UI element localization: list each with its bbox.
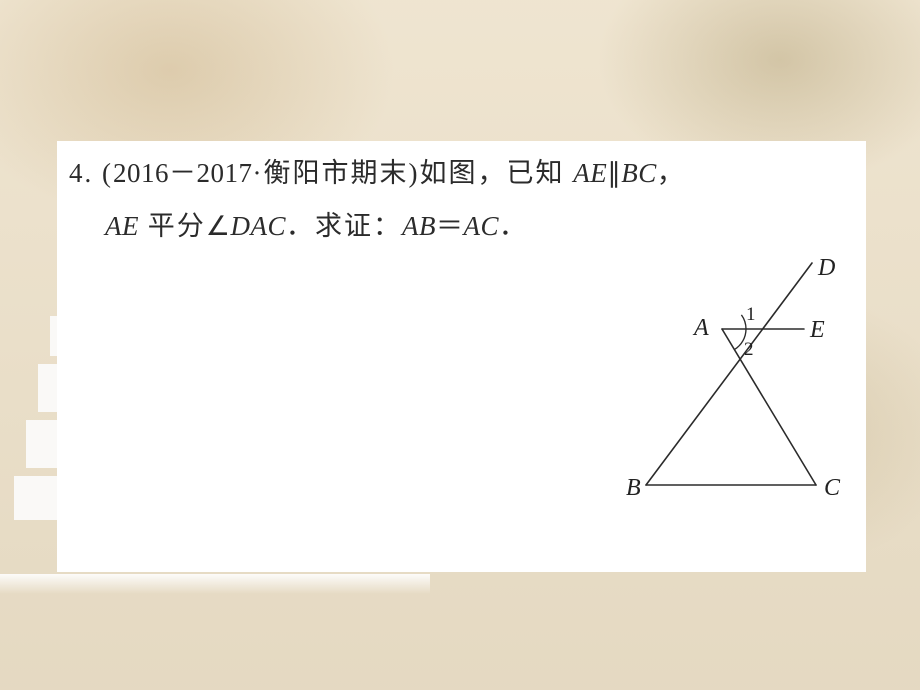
source-open: ( <box>102 158 113 188</box>
problem-card: 4. (2016－2017·衡阳市期末)如图，已知 AE∥BC， AE 平分∠D… <box>57 141 866 572</box>
source-name: 衡阳市期末 <box>264 158 409 188</box>
svg-text:2: 2 <box>744 339 754 360</box>
period-1: ． <box>286 211 315 241</box>
bisect-word: 平分 <box>139 211 206 241</box>
svg-text:B: B <box>626 475 641 501</box>
geometry-diagram: A B C D E 1 2 <box>626 257 846 517</box>
parallel-right: BC <box>621 158 657 188</box>
year-range: 2016－2017 <box>113 158 253 188</box>
angle-name: DAC <box>230 211 286 241</box>
svg-text:A: A <box>692 315 709 341</box>
svg-text:1: 1 <box>746 304 756 325</box>
source-dot: · <box>253 158 264 188</box>
eq-right: AC <box>463 211 499 241</box>
stem-prefix: 如图，已知 <box>420 158 574 188</box>
slide-page: 4. (2016－2017·衡阳市期末)如图，已知 AE∥BC， AE 平分∠D… <box>0 0 920 690</box>
problem-text: 4. (2016－2017·衡阳市期末)如图，已知 AE∥BC， AE 平分∠D… <box>69 147 854 252</box>
diagram-svg: A B C D E 1 2 <box>626 257 846 517</box>
parallel-symbol: ∥ <box>607 158 621 188</box>
angle-symbol: ∠ <box>206 211 231 241</box>
ask-word: 求证： <box>315 211 402 241</box>
period-2: ． <box>499 211 528 241</box>
parallel-left: AE <box>573 158 607 188</box>
eq-left: AB <box>402 211 436 241</box>
decor-fade <box>0 574 430 594</box>
source-close: ) <box>409 158 420 188</box>
eq-symbol: ＝ <box>436 211 464 241</box>
bisector-seg: AE <box>105 211 139 241</box>
problem-number: 4. <box>69 158 93 188</box>
svg-text:D: D <box>817 257 835 281</box>
comma-1: ， <box>657 158 686 188</box>
svg-text:C: C <box>824 475 841 501</box>
svg-text:E: E <box>809 317 825 343</box>
